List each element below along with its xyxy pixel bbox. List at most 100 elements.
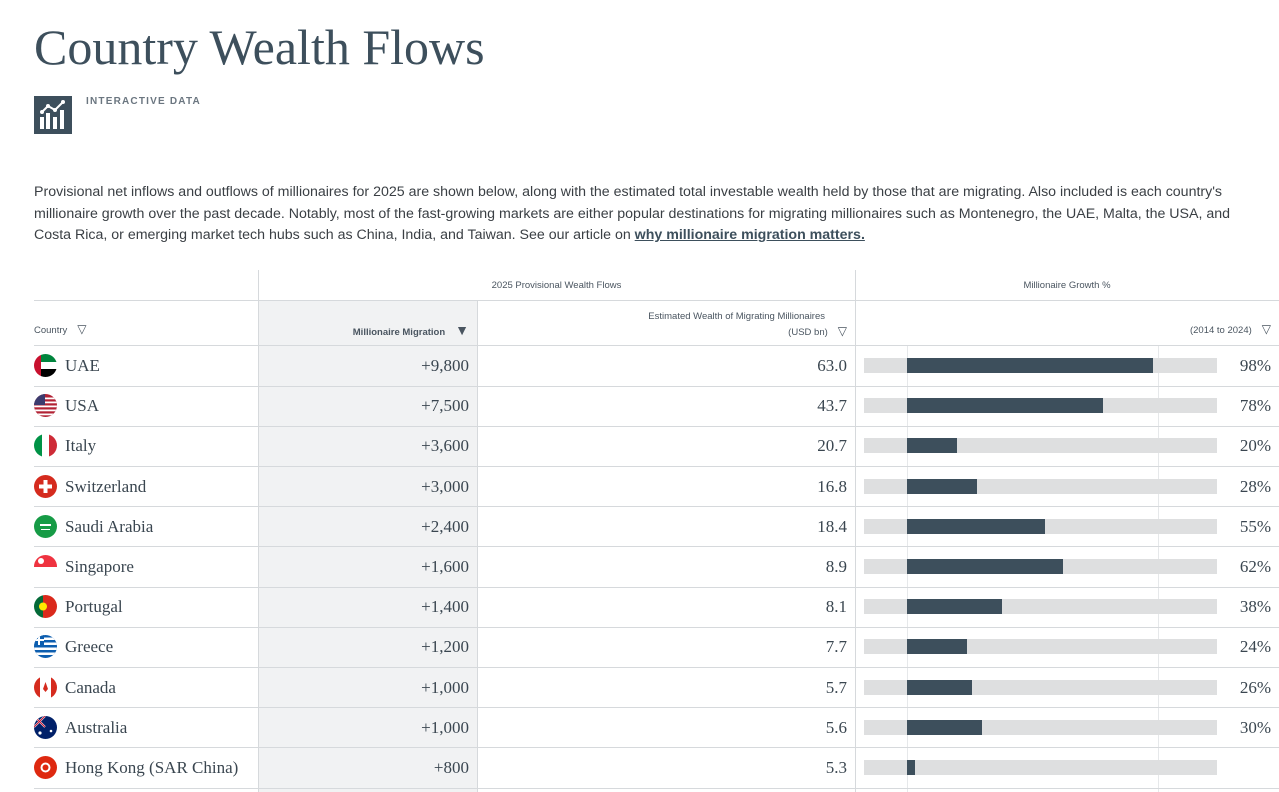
wealth-value: 7.7 xyxy=(825,637,847,657)
sort-active-icon: ▼ xyxy=(455,322,469,338)
flag-icon-switzerland xyxy=(34,474,57,498)
table-row[interactable]: Saudi Arabia +2,400 18.4 55% xyxy=(34,507,1279,548)
sort-icon: ▽ xyxy=(1261,322,1271,336)
flag-icon-hongkong xyxy=(34,756,57,779)
flag-icon-uae xyxy=(34,354,57,377)
group-header-flows: 2025 Provisional Wealth Flows xyxy=(491,280,622,291)
page-title: Country Wealth Flows xyxy=(34,19,485,75)
migration-value: +7,500 xyxy=(421,396,469,416)
table-row[interactable]: Singapore +1,600 8.9 62% xyxy=(34,547,1279,588)
growth-bar xyxy=(907,358,1153,373)
growth-bar xyxy=(907,760,915,775)
chart-icon xyxy=(34,96,72,134)
wealth-value: 5.6 xyxy=(825,717,847,737)
flag-icon-australia xyxy=(34,715,57,739)
wealth-value: 8.1 xyxy=(825,597,847,617)
migration-value: +2,400 xyxy=(421,516,469,536)
country-name: Switzerland xyxy=(65,476,147,496)
country-name: USA xyxy=(65,396,100,416)
growth-bar-track xyxy=(864,760,1217,775)
growth-bar xyxy=(907,599,1003,615)
growth-bar xyxy=(907,719,983,735)
table-row[interactable]: Switzerland +3,000 16.8 28% xyxy=(34,467,1279,508)
growth-value: 98% xyxy=(1239,356,1271,375)
growth-bar xyxy=(907,438,958,454)
article-link[interactable]: why millionaire migration matters. xyxy=(634,227,865,243)
col-wealth-unit: (USD bn) xyxy=(788,327,828,338)
country-name: Greece xyxy=(65,637,114,657)
table-row[interactable]: UAE +9,800 63.0 98% xyxy=(34,346,1279,387)
sort-migration[interactable]: Millionaire Migration ▼ xyxy=(258,322,469,338)
growth-bar xyxy=(907,639,968,655)
country-name: Singapore xyxy=(65,557,134,576)
country-name: Italy xyxy=(65,436,97,456)
growth-value: 55% xyxy=(1239,516,1271,536)
migration-value: +1,200 xyxy=(421,637,469,657)
table-row[interactable]: Hong Kong (SAR China) +800 5.3 xyxy=(34,748,1279,789)
flag-icon-italy xyxy=(34,434,57,458)
group-header-growth: Millionaire Growth % xyxy=(1023,280,1111,291)
wealth-value: 18.4 xyxy=(817,516,847,536)
flag-icon-portugal xyxy=(34,595,57,619)
col-wealth: Estimated Wealth of Migrating Millionair… xyxy=(648,311,825,322)
flag-icon-usa xyxy=(34,394,57,418)
growth-value: 24% xyxy=(1239,637,1271,657)
badge-label: INTERACTIVE DATA xyxy=(86,96,201,107)
growth-value: 38% xyxy=(1239,597,1271,617)
intro-text: Provisional net inflows and outflows of … xyxy=(34,182,1264,247)
wealth-value: 20.7 xyxy=(817,436,847,456)
migration-value: +9,800 xyxy=(421,356,469,375)
table-row[interactable]: Portugal +1,400 8.1 38% xyxy=(34,587,1279,628)
growth-bar xyxy=(907,679,973,695)
table-row[interactable]: Australia +1,000 5.6 30% xyxy=(34,708,1279,749)
growth-bar xyxy=(907,398,1103,414)
migration-value: +3,600 xyxy=(421,436,469,456)
country-name: Hong Kong (SAR China) xyxy=(65,758,239,777)
sort-wealth[interactable]: Estimated Wealth of Migrating Millionair… xyxy=(477,310,847,340)
flag-icon-greece xyxy=(34,635,57,659)
flag-icon-canada xyxy=(34,675,57,699)
growth-value: 26% xyxy=(1239,677,1271,697)
country-name: Portugal xyxy=(65,597,123,617)
country-name: Saudi Arabia xyxy=(65,516,154,536)
wealth-value: 5.7 xyxy=(825,677,847,697)
growth-bar xyxy=(907,518,1046,534)
sort-country[interactable]: Country ▽ xyxy=(34,322,87,336)
wealth-value: 43.7 xyxy=(817,396,847,416)
growth-bar xyxy=(907,478,978,494)
country-name: Canada xyxy=(65,677,116,697)
wealth-value: 16.8 xyxy=(817,476,847,496)
migration-value: +1,600 xyxy=(421,557,469,576)
migration-value: +1,400 xyxy=(421,597,469,617)
growth-value: 28% xyxy=(1239,476,1271,496)
table-row[interactable]: Italy +3,600 20.7 20% xyxy=(34,426,1279,467)
sorted-column-bg xyxy=(258,300,477,792)
table-row[interactable]: USA +7,500 43.7 78% xyxy=(34,386,1279,427)
country-name: UAE xyxy=(65,356,100,375)
migration-value: +3,000 xyxy=(421,476,469,496)
sort-growth[interactable]: (2014 to 2024) ▽ xyxy=(855,322,1271,336)
col-growth: (2014 to 2024) xyxy=(1189,325,1252,336)
wealth-value: 5.3 xyxy=(825,758,847,777)
country-name: Australia xyxy=(65,717,128,737)
migration-value: +1,000 xyxy=(421,717,469,737)
flag-icon-saudi xyxy=(34,514,57,538)
table-row[interactable]: Canada +1,000 5.7 26% xyxy=(34,668,1279,709)
migration-value: +800 xyxy=(433,758,469,777)
migration-value: +1,000 xyxy=(421,677,469,697)
wealth-value: 8.9 xyxy=(825,557,847,576)
wealth-value: 63.0 xyxy=(817,356,847,375)
growth-bar xyxy=(907,559,1063,574)
growth-value: 78% xyxy=(1239,396,1271,416)
growth-value: 30% xyxy=(1239,717,1271,737)
flag-icon-singapore xyxy=(34,555,57,578)
growth-value: 20% xyxy=(1239,436,1271,456)
table-row[interactable]: Greece +1,200 7.7 24% xyxy=(34,627,1279,668)
intro-body: Provisional net inflows and outflows of … xyxy=(34,184,1231,243)
growth-value: 62% xyxy=(1239,557,1271,576)
sort-icon: ▽ xyxy=(77,322,87,336)
wealth-table: 2025 Provisional Wealth Flows Millionair… xyxy=(34,270,1279,792)
col-migration: Millionaire Migration xyxy=(352,327,446,338)
col-country: Country xyxy=(34,325,68,336)
sort-icon: ▽ xyxy=(837,324,847,338)
